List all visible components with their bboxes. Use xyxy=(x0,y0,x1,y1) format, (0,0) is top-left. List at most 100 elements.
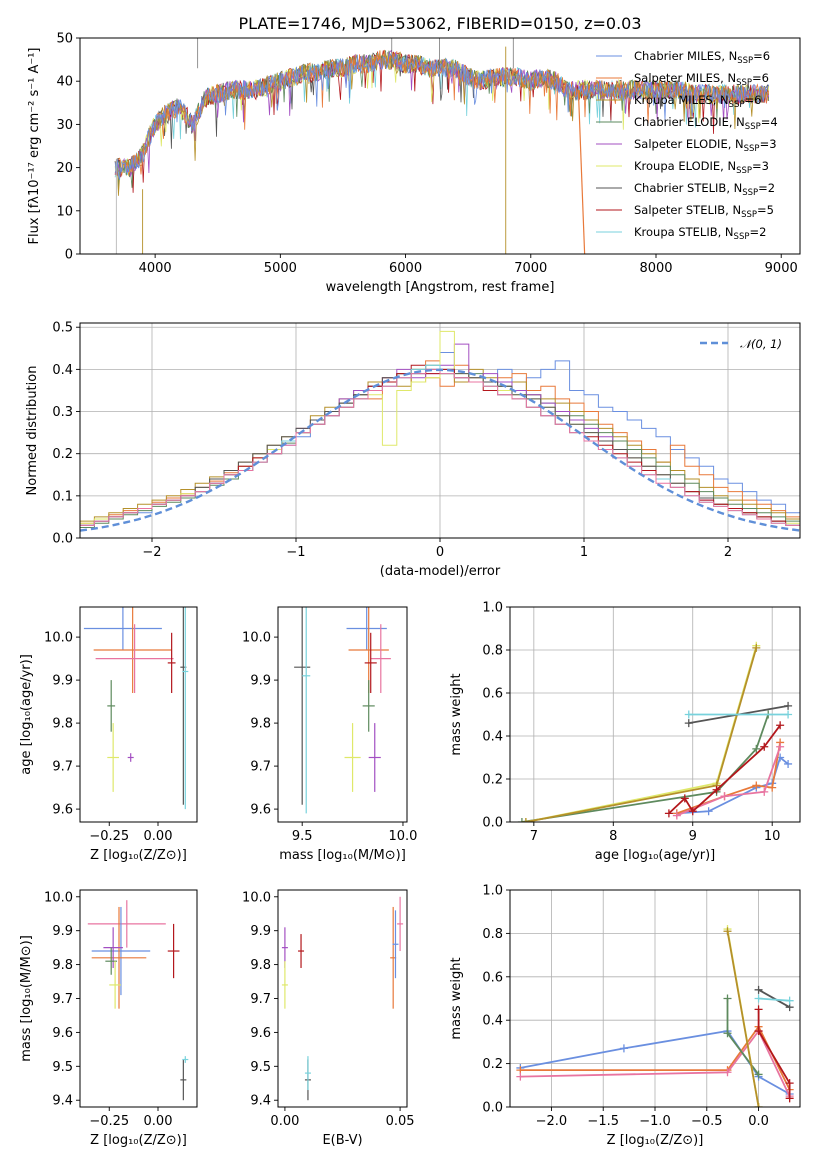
y-tick-label: 9.4 xyxy=(250,1094,271,1109)
y-tick-label: 9.7 xyxy=(250,992,271,1007)
legend-entry: Salpeter ELODIE, NSSP=3 xyxy=(634,137,777,154)
x-tick-label: −1 xyxy=(286,545,305,560)
legend-entry: 𝒩(0, 1) xyxy=(740,337,782,351)
y-tick-label: 1.0 xyxy=(482,601,503,616)
data-point xyxy=(302,607,311,814)
weight-marker xyxy=(723,994,732,1003)
x-tick-label: 5000 xyxy=(264,261,297,276)
weight-marker xyxy=(723,927,732,936)
x-axis-label: Z [log₁₀(Z/Z⊙)] xyxy=(90,848,187,863)
axes-frame xyxy=(509,889,801,1108)
data-point xyxy=(364,632,377,693)
weight-marker xyxy=(684,719,693,728)
x-tick-label: −1.0 xyxy=(639,1114,671,1129)
weight-line-5 xyxy=(726,931,760,1107)
y-tick-label: 9.5 xyxy=(250,1060,271,1075)
weight-marker xyxy=(680,794,689,803)
weight-marker xyxy=(517,818,526,822)
y-tick-label: 9.8 xyxy=(52,717,73,732)
plot-area xyxy=(281,896,404,1101)
panel-age-vs-mass: 9.5 10.0 9.6 9.7 9.8 9.9 10.0 mass [log₁₀(M/M⊙)… xyxy=(242,606,417,863)
y-axis-label: mass weight xyxy=(449,673,464,755)
weight-marker xyxy=(760,742,769,751)
data-point xyxy=(348,607,389,693)
x-tick-label: 0.0 xyxy=(748,1114,769,1129)
legend-entry: Kroupa ELODIE, NSSP=3 xyxy=(634,159,769,176)
data-point xyxy=(362,680,375,732)
x-axis-label: mass [log₁₀(M/M⊙)] xyxy=(279,848,406,863)
data-point xyxy=(304,1056,311,1091)
weight-marker xyxy=(712,785,721,794)
weight-marker xyxy=(784,710,793,719)
weight-marker xyxy=(785,996,794,1005)
y-tick-label: 0.4 xyxy=(482,730,503,745)
data-point xyxy=(91,906,147,1009)
x-tick-label: 10.0 xyxy=(388,829,417,844)
weight-marker xyxy=(784,701,793,710)
y-tick-label: 40 xyxy=(56,75,73,90)
x-tick-label: 0.00 xyxy=(270,1114,299,1129)
weight-marker xyxy=(723,1068,732,1077)
x-axis-label: Z [log₁₀(Z/Z⊙)] xyxy=(607,1133,704,1148)
plot-area xyxy=(294,607,391,814)
weight-marker xyxy=(785,1094,794,1103)
y-tick-label: 0.1 xyxy=(52,489,73,504)
y-tick-label: 0.5 xyxy=(52,321,73,336)
y-tick-label: 9.6 xyxy=(250,1026,271,1041)
y-tick-label: 0.8 xyxy=(482,927,503,942)
data-point xyxy=(182,1056,189,1063)
weight-marker xyxy=(720,792,729,801)
y-tick-label: 10.0 xyxy=(44,631,73,646)
x-tick-label: −2.0 xyxy=(536,1114,568,1129)
weight-line-8 xyxy=(758,997,790,1002)
panel-residuals: −2 −1 0 1 2 0.0 0.1 0.2 0.3 0.4 0.5 (data-model)/er… xyxy=(25,321,801,579)
data-point xyxy=(107,680,116,732)
plot-area xyxy=(80,330,800,532)
spectrum-dropout-line xyxy=(577,89,586,254)
y-tick-label: 9.5 xyxy=(52,1060,73,1075)
y-tick-label: 9.8 xyxy=(250,958,271,973)
y-tick-label: 0.6 xyxy=(482,687,503,702)
y-axis-label: age [log₁₀(age/yr)] xyxy=(19,654,34,775)
weight-line-3 xyxy=(521,714,770,822)
x-tick-label: 9 xyxy=(689,829,697,844)
data-point xyxy=(167,632,176,693)
panel-spectrum: 4000 5000 6000 7000 8000 9000 0 10 20 30 40 50 wavel… xyxy=(27,14,801,295)
plot-area xyxy=(516,925,794,1107)
x-tick-label: 0.05 xyxy=(386,1114,415,1129)
weight-marker xyxy=(688,807,697,816)
normal-curve xyxy=(80,368,800,532)
weight-marker xyxy=(752,781,761,790)
y-axis-label: Normed distribution xyxy=(25,366,40,496)
data-point xyxy=(397,896,404,952)
data-point xyxy=(167,923,180,979)
data-point xyxy=(107,723,119,792)
spectrum-line-0 xyxy=(114,52,770,180)
data-point xyxy=(182,607,189,810)
weight-marker xyxy=(723,1029,732,1038)
y-tick-label: 10.0 xyxy=(44,890,73,905)
x-tick-label: −0.25 xyxy=(89,1114,129,1129)
axes-frame xyxy=(277,606,408,823)
y-tick-label: 9.9 xyxy=(52,674,73,689)
plot-area xyxy=(87,900,189,1101)
panel-weight-vs-Z: −2.0 −1.5 −1.0 −0.5 0.0 0.0 0.2 0.4 0.6 0.8 1.0 Z [… xyxy=(449,884,801,1148)
data-point xyxy=(83,607,162,650)
weight-marker xyxy=(768,783,777,792)
weight-marker xyxy=(752,744,761,753)
y-tick-label: 0.3 xyxy=(52,405,73,420)
weight-marker xyxy=(619,1044,628,1053)
y-tick-label: 0.4 xyxy=(482,1014,503,1029)
data-point xyxy=(91,906,151,996)
y-tick-label: 0.8 xyxy=(482,644,503,659)
legend-entry: Kroupa STELIB, NSSP=2 xyxy=(634,225,766,242)
x-axis-label: age [log₁₀(age/yr)] xyxy=(595,848,716,863)
weight-marker xyxy=(521,818,530,822)
y-tick-label: 10 xyxy=(56,204,73,219)
x-axis-label: (data-model)/error xyxy=(380,564,501,579)
legend-entry: Chabrier MILES, NSSP=6 xyxy=(634,49,770,66)
axes-frame xyxy=(79,322,801,539)
y-tick-label: 9.6 xyxy=(250,803,271,818)
plot-area xyxy=(114,38,770,254)
y-tick-label: 9.7 xyxy=(250,760,271,775)
